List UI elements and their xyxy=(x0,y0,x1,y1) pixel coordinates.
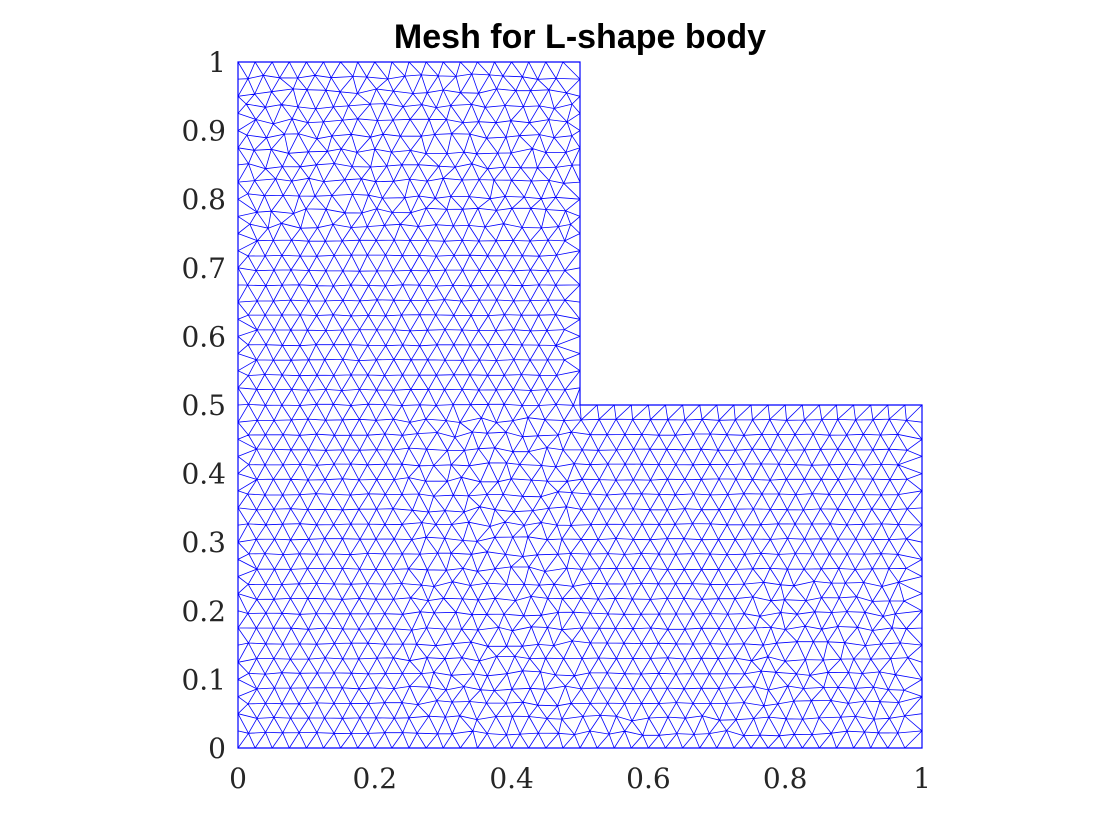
x-tick-label: 0.6 xyxy=(626,762,671,795)
x-tick-label: 0.8 xyxy=(763,762,808,795)
x-tick-label: 1 xyxy=(913,762,931,795)
chart-title: Mesh for L-shape body xyxy=(394,18,766,56)
y-tick-label: 0.5 xyxy=(181,389,226,422)
y-tick-label: 1 xyxy=(208,46,226,79)
y-axis-ticks: 0 0.1 0.2 0.3 0.4 0.5 0.6 0.7 0.8 0.9 1 xyxy=(181,46,226,765)
domain-boundary xyxy=(237,61,923,749)
y-tick-label: 0.1 xyxy=(181,663,226,696)
x-tick-label: 0.2 xyxy=(353,762,398,795)
x-tick-label: 0 xyxy=(229,762,247,795)
y-tick-label: 0.6 xyxy=(181,320,226,353)
y-tick-label: 0.3 xyxy=(181,526,226,559)
y-tick-label: 0.2 xyxy=(181,595,226,628)
y-tick-label: 0.4 xyxy=(181,458,226,491)
y-tick-label: 0.7 xyxy=(181,252,226,285)
x-tick-label: 0.4 xyxy=(489,762,534,795)
y-tick-label: 0 xyxy=(208,732,226,765)
y-tick-label: 0.8 xyxy=(181,183,226,216)
x-axis-ticks: 0 0.2 0.4 0.6 0.8 1 xyxy=(229,762,931,795)
domain-outline xyxy=(237,61,923,749)
y-tick-label: 0.9 xyxy=(181,115,226,148)
